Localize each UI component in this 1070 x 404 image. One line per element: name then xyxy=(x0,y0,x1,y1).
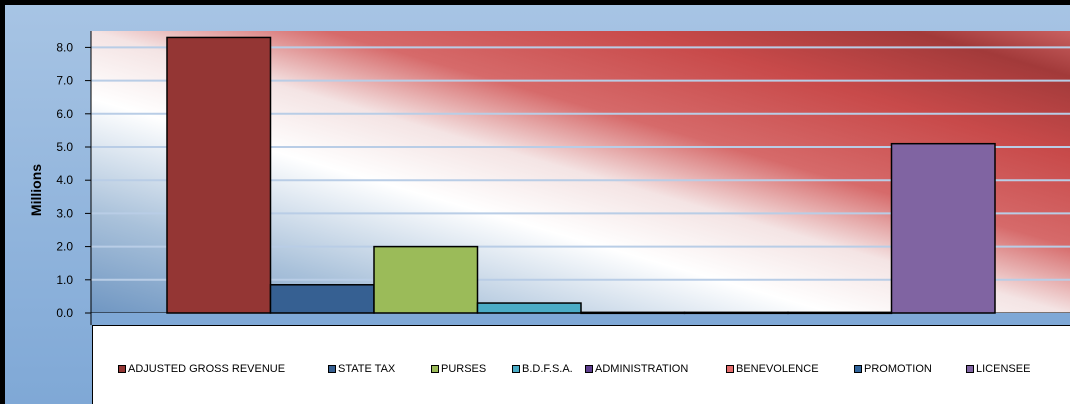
legend-swatch xyxy=(854,365,862,373)
legend-label: PROMOTION xyxy=(864,363,932,375)
legend-item: LICENSEE xyxy=(966,362,1030,376)
y-tick-label: 7.0 xyxy=(56,74,73,88)
legend-swatch xyxy=(118,365,126,373)
bar-adjusted-gross-revenue xyxy=(166,36,272,314)
legend-swatch xyxy=(966,365,974,373)
chart-floor xyxy=(91,313,1070,325)
legend-swatch xyxy=(431,365,439,373)
legend-label: STATE TAX xyxy=(338,363,396,375)
bar-state-tax xyxy=(269,284,375,314)
y-tick-label: 2.0 xyxy=(56,240,73,254)
y-tick-label: 8.0 xyxy=(56,40,73,54)
legend-label: BENEVOLENCE xyxy=(736,363,819,375)
legend: ADJUSTED GROSS REVENUE STATE TAX PURSES B.D… xyxy=(92,325,1070,404)
y-tick-label: 1.0 xyxy=(56,273,73,287)
legend-item: PURSES xyxy=(431,362,486,376)
y-tick-label: 4.0 xyxy=(56,173,73,187)
legend-item: STATE TAX xyxy=(328,362,395,376)
bar-benevolence xyxy=(683,311,789,315)
y-axis-label-text: Millions xyxy=(28,163,44,217)
legend-items: ADJUSTED GROSS REVENUE STATE TAX PURSES B.D… xyxy=(93,326,1070,404)
bar-purses xyxy=(373,245,479,314)
y-tick-label: 5.0 xyxy=(56,140,73,154)
legend-swatch xyxy=(512,365,520,373)
bar-licensee xyxy=(890,142,996,314)
bar-promotion xyxy=(787,311,893,315)
bar-b-d-f-s-a xyxy=(476,302,582,314)
y-tick-label: 6.0 xyxy=(56,107,73,121)
legend-item: ADJUSTED GROSS REVENUE xyxy=(118,362,285,376)
bars xyxy=(166,36,996,315)
legend-label: B.D.F.S.A. xyxy=(522,363,573,375)
legend-item: B.D.F.S.A. xyxy=(512,362,573,376)
chart-floor-band xyxy=(91,313,1070,325)
legend-label: PURSES xyxy=(441,363,487,375)
legend-label: ADMINISTRATION xyxy=(595,363,689,375)
y-tick-label: 3.0 xyxy=(56,206,73,220)
legend-item: PROMOTION xyxy=(854,362,932,376)
legend-swatch xyxy=(726,365,734,373)
legend-label: ADJUSTED GROSS REVENUE xyxy=(128,363,286,375)
y-tick-label: 0.0 xyxy=(56,306,73,320)
legend-item: BENEVOLENCE xyxy=(726,362,819,376)
legend-swatch xyxy=(585,365,593,373)
y-axis-ticks: 0.0 1.0 2.0 3.0 4.0 5.0 6.0 7.0 8.0 xyxy=(56,31,92,325)
legend-label: LICENSEE xyxy=(976,363,1031,375)
y-axis-label: Millions xyxy=(26,164,46,216)
legend-swatch xyxy=(328,365,336,373)
legend-item: ADMINISTRATION xyxy=(585,362,688,376)
bar-administration xyxy=(580,311,686,315)
